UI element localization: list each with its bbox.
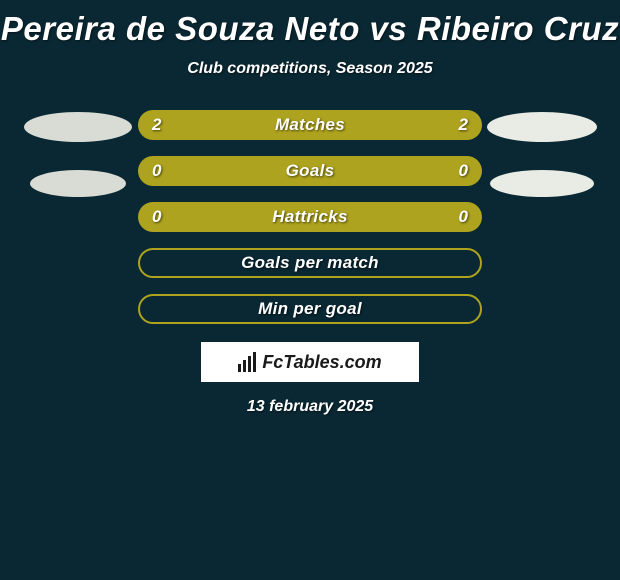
page-subtitle: Club competitions, Season 2025: [187, 60, 432, 78]
stat-label: Goals: [286, 161, 335, 181]
stat-label: Goals per match: [241, 253, 379, 273]
stat-bars: 2 Matches 2 0 Goals 0 0 Hattricks 0 Goal…: [138, 110, 482, 324]
stat-label: Hattricks: [272, 207, 347, 227]
stat-bar-goals: 0 Goals 0: [138, 156, 482, 186]
infographic-container: Pereira de Souza Neto vs Ribeiro Cruz Cl…: [0, 0, 620, 426]
page-title: Pereira de Souza Neto vs Ribeiro Cruz: [1, 10, 619, 48]
stat-label: Matches: [275, 115, 345, 135]
stat-left-value: 2: [152, 115, 161, 135]
branding-badge: FcTables.com: [201, 342, 419, 382]
stat-left-value: 0: [152, 161, 161, 181]
footer-date: 13 february 2025: [247, 398, 373, 416]
stat-bar-hattricks: 0 Hattricks 0: [138, 202, 482, 232]
left-player-avatars: [18, 110, 138, 197]
stat-right-value: 2: [459, 115, 468, 135]
stat-bar-goals-per-match: Goals per match: [138, 248, 482, 278]
brand-text: FcTables.com: [262, 352, 381, 373]
stat-bar-matches: 2 Matches 2: [138, 110, 482, 140]
stat-right-value: 0: [459, 161, 468, 181]
stat-right-value: 0: [459, 207, 468, 227]
avatar-placeholder: [24, 112, 132, 142]
avatar-placeholder: [490, 170, 594, 197]
bars-icon: [238, 352, 256, 372]
stat-label: Min per goal: [258, 299, 362, 319]
stat-left-value: 0: [152, 207, 161, 227]
avatar-placeholder: [487, 112, 597, 142]
right-player-avatars: [482, 110, 602, 197]
stat-bar-min-per-goal: Min per goal: [138, 294, 482, 324]
avatar-placeholder: [30, 170, 126, 197]
stats-area: 2 Matches 2 0 Goals 0 0 Hattricks 0 Goal…: [0, 110, 620, 324]
